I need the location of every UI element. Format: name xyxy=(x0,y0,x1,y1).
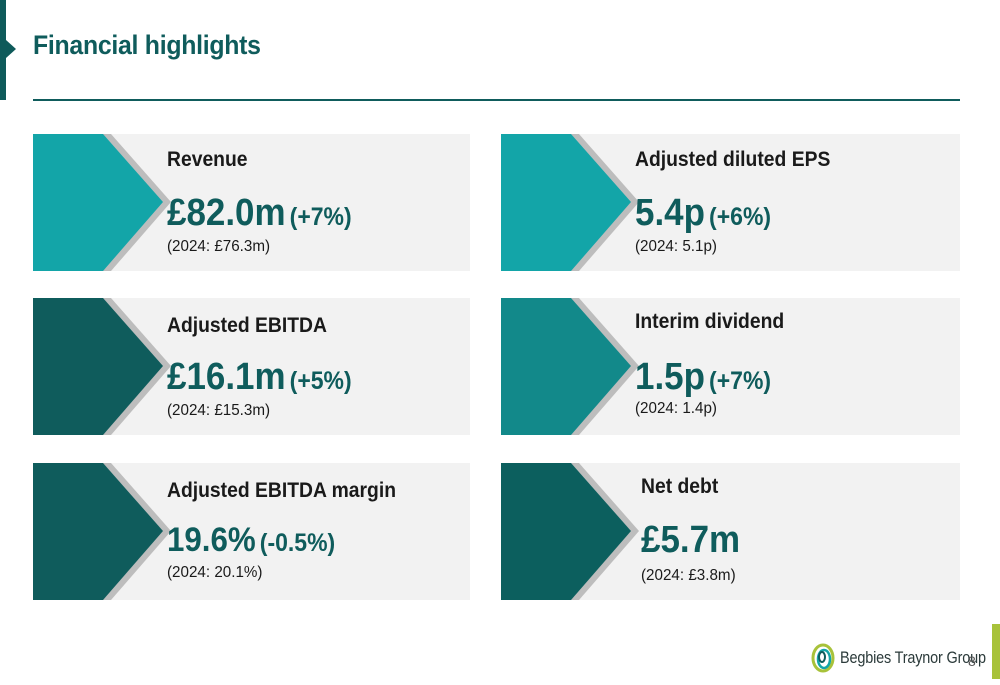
card-value-change: (+7%) xyxy=(709,367,772,395)
chevron-icon xyxy=(33,298,171,435)
card-prior-year: (2024: £3.8m) xyxy=(641,567,736,584)
card-value-change: (+6%) xyxy=(709,203,772,231)
card-value: 19.6% (-0.5%) xyxy=(167,521,335,560)
title-divider xyxy=(33,99,960,101)
card-adjusted-diluted-eps: Adjusted diluted EPS 5.4p (+6%) (2024: 5… xyxy=(501,134,960,271)
brand-name: Begbies Traynor Group xyxy=(840,648,986,667)
card-label: Adjusted EBITDA xyxy=(167,314,327,337)
page-title: Financial highlights xyxy=(33,30,261,60)
card-value: £16.1m (+5%) xyxy=(167,356,352,399)
card-label: Net debt xyxy=(641,475,719,498)
card-value-change: (+5%) xyxy=(289,367,352,395)
right-accent-bar xyxy=(992,624,1000,679)
card-label: Interim dividend xyxy=(635,310,785,333)
card-value: £82.0m (+7%) xyxy=(167,192,352,235)
left-accent-arrow-icon xyxy=(6,40,16,58)
card-label: Adjusted diluted EPS xyxy=(635,148,831,171)
chevron-icon xyxy=(33,134,171,271)
card-value-change: (+7%) xyxy=(289,203,352,231)
company-logo: Begbies Traynor Group xyxy=(810,640,1000,676)
card-value-main: 19.6% xyxy=(167,521,256,559)
chevron-icon xyxy=(33,463,171,600)
card-prior-year: (2024: 1.4p) xyxy=(635,400,717,417)
card-value-main: 5.4p xyxy=(635,192,705,234)
chevron-icon xyxy=(501,298,639,435)
left-accent-bar xyxy=(0,0,6,100)
card-value-change: (-0.5%) xyxy=(259,529,336,557)
page-number: 8 xyxy=(968,653,976,669)
card-value-main: £5.7m xyxy=(641,519,741,561)
card-label: Adjusted EBITDA margin xyxy=(167,479,396,502)
card-prior-year: (2024: £15.3m) xyxy=(167,402,271,419)
card-value-main: £82.0m xyxy=(167,192,286,234)
card-value-main: £16.1m xyxy=(167,356,286,398)
card-value: 5.4p (+6%) xyxy=(635,192,771,235)
card-prior-year: (2024: 5.1p) xyxy=(635,238,717,255)
card-prior-year: (2024: £76.3m) xyxy=(167,238,271,255)
chevron-icon xyxy=(501,134,639,271)
card-value: 1.5p (+7%) xyxy=(635,356,771,399)
card-label: Revenue xyxy=(167,148,248,171)
card-value: £5.7m xyxy=(641,519,740,562)
card-adjusted-ebitda-margin: Adjusted EBITDA margin 19.6% (-0.5%) (20… xyxy=(33,463,470,600)
card-value-main: 1.5p xyxy=(635,356,705,398)
begbies-swirl-icon xyxy=(811,643,835,673)
card-prior-year: (2024: 20.1%) xyxy=(167,564,263,581)
card-net-debt: Net debt £5.7m (2024: £3.8m) xyxy=(501,463,960,600)
card-interim-dividend: Interim dividend 1.5p (+7%) (2024: 1.4p) xyxy=(501,298,960,435)
card-revenue: Revenue £82.0m (+7%) (2024: £76.3m) xyxy=(33,134,470,271)
chevron-icon xyxy=(501,463,639,600)
card-adjusted-ebitda: Adjusted EBITDA £16.1m (+5%) (2024: £15.… xyxy=(33,298,470,435)
